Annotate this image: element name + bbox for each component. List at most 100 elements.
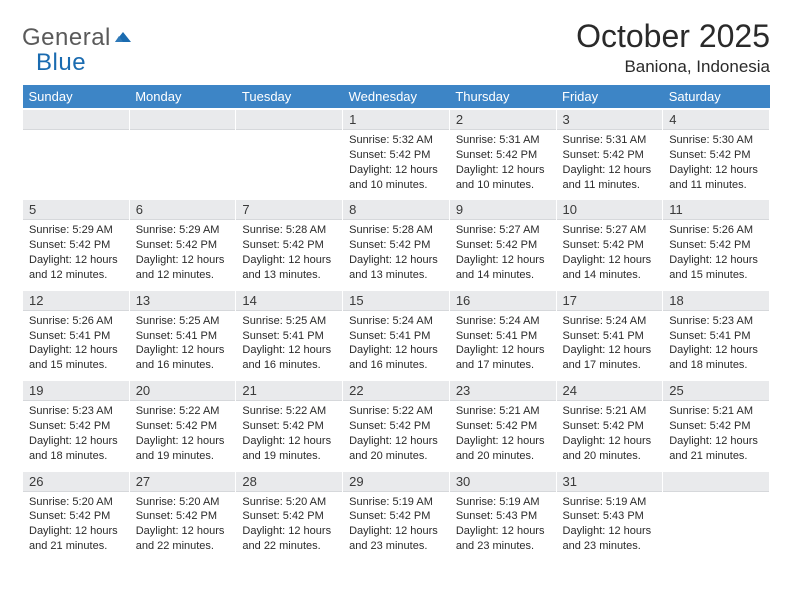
calendar-day-cell: 3Sunrise: 5:31 AMSunset: 5:42 PMDaylight… — [556, 109, 663, 199]
calendar-day-cell: 11Sunrise: 5:26 AMSunset: 5:42 PMDayligh… — [663, 199, 770, 289]
weekday-header: Thursday — [449, 85, 556, 109]
weekday-row: SundayMondayTuesdayWednesdayThursdayFrid… — [23, 85, 770, 109]
day-details: Sunrise: 5:29 AMSunset: 5:42 PMDaylight:… — [130, 220, 236, 288]
day-number — [236, 110, 342, 130]
day-number: 21 — [236, 381, 342, 401]
sunset-text: Sunset: 5:42 PM — [563, 238, 657, 253]
sunset-text: Sunset: 5:41 PM — [29, 329, 123, 344]
daylight-text: Daylight: 12 hours and 23 minutes. — [563, 524, 657, 554]
calendar-day-cell: 1Sunrise: 5:32 AMSunset: 5:42 PMDaylight… — [343, 109, 450, 199]
day-number: 7 — [236, 200, 342, 220]
day-number: 25 — [663, 381, 769, 401]
sunset-text: Sunset: 5:42 PM — [242, 238, 336, 253]
day-details: Sunrise: 5:20 AMSunset: 5:42 PMDaylight:… — [130, 492, 236, 560]
day-number: 30 — [450, 472, 556, 492]
day-details: Sunrise: 5:31 AMSunset: 5:42 PMDaylight:… — [557, 130, 663, 198]
daylight-text: Daylight: 12 hours and 10 minutes. — [456, 163, 550, 193]
sunrise-text: Sunrise: 5:28 AM — [349, 223, 443, 238]
day-details: Sunrise: 5:20 AMSunset: 5:42 PMDaylight:… — [23, 492, 129, 560]
daylight-text: Daylight: 12 hours and 14 minutes. — [563, 253, 657, 283]
daylight-text: Daylight: 12 hours and 17 minutes. — [563, 343, 657, 373]
daylight-text: Daylight: 12 hours and 17 minutes. — [456, 343, 550, 373]
calendar-day-cell: 19Sunrise: 5:23 AMSunset: 5:42 PMDayligh… — [23, 380, 130, 470]
sunset-text: Sunset: 5:42 PM — [563, 148, 657, 163]
sunrise-text: Sunrise: 5:31 AM — [563, 133, 657, 148]
month-title: October 2025 — [576, 18, 770, 55]
sunset-text: Sunset: 5:41 PM — [456, 329, 550, 344]
day-details: Sunrise: 5:31 AMSunset: 5:42 PMDaylight:… — [450, 130, 556, 198]
location-label: Baniona, Indonesia — [576, 57, 770, 77]
sunset-text: Sunset: 5:42 PM — [29, 419, 123, 434]
day-number: 22 — [343, 381, 449, 401]
calendar-day-cell: 25Sunrise: 5:21 AMSunset: 5:42 PMDayligh… — [663, 380, 770, 470]
calendar-day-cell: 24Sunrise: 5:21 AMSunset: 5:42 PMDayligh… — [556, 380, 663, 470]
sunrise-text: Sunrise: 5:25 AM — [242, 314, 336, 329]
day-details: Sunrise: 5:22 AMSunset: 5:42 PMDaylight:… — [236, 401, 342, 469]
calendar-day-cell: 26Sunrise: 5:20 AMSunset: 5:42 PMDayligh… — [23, 471, 130, 561]
calendar-week-row: 12Sunrise: 5:26 AMSunset: 5:41 PMDayligh… — [23, 290, 770, 380]
calendar-week-row: 19Sunrise: 5:23 AMSunset: 5:42 PMDayligh… — [23, 380, 770, 470]
sunrise-text: Sunrise: 5:19 AM — [349, 495, 443, 510]
sunset-text: Sunset: 5:42 PM — [669, 148, 763, 163]
day-details: Sunrise: 5:30 AMSunset: 5:42 PMDaylight:… — [663, 130, 769, 198]
sunset-text: Sunset: 5:42 PM — [349, 238, 443, 253]
day-number: 9 — [450, 200, 556, 220]
day-number: 5 — [23, 200, 129, 220]
daylight-text: Daylight: 12 hours and 16 minutes. — [242, 343, 336, 373]
calendar-day-cell: 20Sunrise: 5:22 AMSunset: 5:42 PMDayligh… — [129, 380, 236, 470]
daylight-text: Daylight: 12 hours and 13 minutes. — [349, 253, 443, 283]
day-details: Sunrise: 5:29 AMSunset: 5:42 PMDaylight:… — [23, 220, 129, 288]
page-header: General October 2025 Baniona, Indonesia — [22, 18, 770, 77]
day-details: Sunrise: 5:23 AMSunset: 5:42 PMDaylight:… — [23, 401, 129, 469]
day-number: 20 — [130, 381, 236, 401]
daylight-text: Daylight: 12 hours and 16 minutes. — [136, 343, 230, 373]
daylight-text: Daylight: 12 hours and 16 minutes. — [349, 343, 443, 373]
calendar-day-cell: 6Sunrise: 5:29 AMSunset: 5:42 PMDaylight… — [129, 199, 236, 289]
sunset-text: Sunset: 5:42 PM — [242, 419, 336, 434]
calendar-day-cell: 29 Sunrise: 5:19 AMSunset: 5:42 PMDayligh… — [343, 471, 450, 561]
daylight-text: Daylight: 12 hours and 15 minutes. — [669, 253, 763, 283]
daylight-text: Daylight: 12 hours and 19 minutes. — [136, 434, 230, 464]
daylight-text: Daylight: 12 hours and 19 minutes. — [242, 434, 336, 464]
sunset-text: Sunset: 5:42 PM — [456, 238, 550, 253]
day-details: Sunrise: 5:28 AMSunset: 5:42 PMDaylight:… — [236, 220, 342, 288]
sunset-text: Sunset: 5:42 PM — [29, 238, 123, 253]
sunrise-text: Sunrise: 5:26 AM — [669, 223, 763, 238]
day-number: 29 — [343, 472, 449, 492]
sunrise-text: Sunrise: 5:31 AM — [456, 133, 550, 148]
day-number: 1 — [343, 110, 449, 130]
sunrise-text: Sunrise: 5:26 AM — [29, 314, 123, 329]
daylight-text: Daylight: 12 hours and 13 minutes. — [242, 253, 336, 283]
calendar-thead: SundayMondayTuesdayWednesdayThursdayFrid… — [23, 85, 770, 109]
day-details: Sunrise: 5:25 AMSunset: 5:41 PMDaylight:… — [236, 311, 342, 379]
day-number: 23 — [450, 381, 556, 401]
calendar-day-cell: 4Sunrise: 5:30 AMSunset: 5:42 PMDaylight… — [663, 109, 770, 199]
day-details: Sunrise: 5:20 AMSunset: 5:42 PMDaylight:… — [236, 492, 342, 560]
sunrise-text: Sunrise: 5:19 AM — [563, 495, 657, 510]
daylight-text: Daylight: 12 hours and 11 minutes. — [563, 163, 657, 193]
weekday-header: Friday — [556, 85, 663, 109]
sunrise-text: Sunrise: 5:24 AM — [349, 314, 443, 329]
calendar-day-cell: 15Sunrise: 5:24 AMSunset: 5:41 PMDayligh… — [343, 290, 450, 380]
sunrise-text: Sunrise: 5:20 AM — [136, 495, 230, 510]
daylight-text: Daylight: 12 hours and 20 minutes. — [349, 434, 443, 464]
sunset-text: Sunset: 5:42 PM — [456, 148, 550, 163]
logo-word2-wrap: Blue — [36, 49, 86, 77]
day-number: 2 — [450, 110, 556, 130]
sunrise-text: Sunrise: 5:20 AM — [242, 495, 336, 510]
calendar-week-row: 26Sunrise: 5:20 AMSunset: 5:42 PMDayligh… — [23, 471, 770, 561]
daylight-text: Daylight: 12 hours and 11 minutes. — [669, 163, 763, 193]
sunrise-text: Sunrise: 5:21 AM — [563, 404, 657, 419]
daylight-text: Daylight: 12 hours and 23 minutes. — [349, 524, 443, 554]
sunrise-text: Sunrise: 5:29 AM — [29, 223, 123, 238]
day-details: Sunrise: 5:22 AMSunset: 5:42 PMDaylight:… — [130, 401, 236, 469]
day-details: Sunrise: 5:24 AMSunset: 5:41 PMDaylight:… — [343, 311, 449, 379]
sunset-text: Sunset: 5:42 PM — [456, 419, 550, 434]
day-number: 14 — [236, 291, 342, 311]
sunrise-text: Sunrise: 5:21 AM — [456, 404, 550, 419]
sunset-text: Sunset: 5:42 PM — [349, 509, 443, 524]
day-number: 28 — [236, 472, 342, 492]
calendar-day-cell: 12Sunrise: 5:26 AMSunset: 5:41 PMDayligh… — [23, 290, 130, 380]
calendar-day-cell — [23, 109, 130, 199]
sunset-text: Sunset: 5:41 PM — [136, 329, 230, 344]
